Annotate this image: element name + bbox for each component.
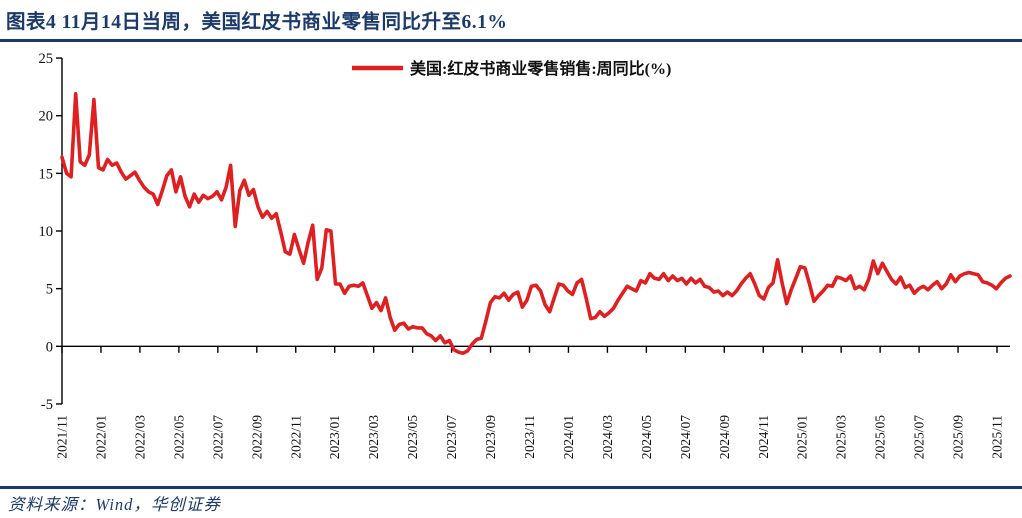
series-line <box>60 91 1012 356</box>
x-tick-label: 2022/07 <box>210 415 225 460</box>
x-tick-label: 2024/03 <box>600 415 615 460</box>
x-tick-label: 2025/05 <box>873 415 888 460</box>
footer-divider <box>0 486 1022 489</box>
x-tick-label: 2025/07 <box>912 415 927 460</box>
figure-title: 图表4 11月14日当周，美国红皮书商业零售同比升至6.1% <box>6 12 508 33</box>
x-tick-label: 2022/09 <box>249 415 264 460</box>
legend: 美国:红皮书商业零售销售:周同比(%) <box>352 59 671 78</box>
x-tick-label: 2022/11 <box>288 415 303 459</box>
x-tick-label: 2025/11 <box>990 415 1005 459</box>
x-tick-label: 2022/05 <box>171 415 186 460</box>
y-tick-label: 25 <box>39 51 54 67</box>
y-tick-label: 20 <box>39 109 54 125</box>
x-tick-label: 2024/07 <box>678 415 693 460</box>
title-divider <box>0 39 1022 42</box>
x-tick-label: 2025/03 <box>834 415 849 460</box>
y-tick-label: -5 <box>41 397 53 413</box>
x-tick-label: 2023/01 <box>327 415 342 459</box>
x-tick-label: 2023/07 <box>444 415 459 460</box>
x-tick-label: 2024/05 <box>639 415 654 460</box>
y-tick-label: 0 <box>46 339 53 355</box>
x-tick-label: 2025/01 <box>795 415 810 459</box>
x-tick-label: 2023/11 <box>522 415 537 459</box>
x-tick-label: 2024/11 <box>756 415 771 459</box>
x-tick-label: 2024/01 <box>561 415 576 459</box>
y-tick-label: 10 <box>39 224 54 240</box>
y-tick-label: 15 <box>39 166 54 182</box>
x-tick-label: 2023/03 <box>366 415 381 460</box>
x-tick-label: 2024/09 <box>717 415 732 460</box>
x-tick-label: 2022/03 <box>132 415 147 460</box>
x-tick-label: 2023/09 <box>483 415 498 460</box>
x-tick-label: 2022/01 <box>93 415 108 459</box>
x-tick-label: 2025/09 <box>951 415 966 460</box>
source-note: 资料来源：Wind，华创证券 <box>8 495 221 514</box>
legend-label: 美国:红皮书商业零售销售:周同比(%) <box>410 59 671 78</box>
x-tick-label: 2023/05 <box>405 415 420 460</box>
x-tick-label: 2021/11 <box>55 415 70 459</box>
y-tick-label: 5 <box>46 282 53 298</box>
